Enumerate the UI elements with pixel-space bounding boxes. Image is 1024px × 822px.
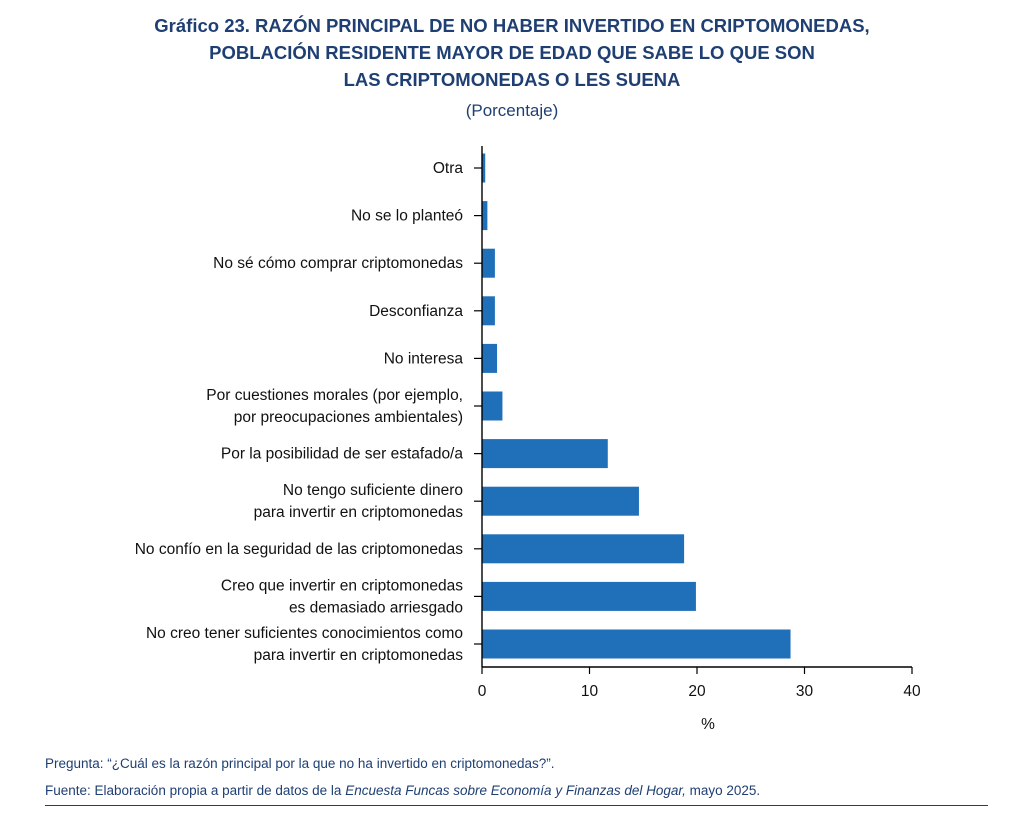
category-label: por preocupaciones ambientales) bbox=[234, 409, 463, 426]
category-label: No se lo planteó bbox=[351, 208, 463, 225]
category-label: Otra bbox=[433, 160, 464, 177]
bar bbox=[482, 581, 696, 611]
category-label: No interesa bbox=[384, 350, 464, 367]
footnote-source-italic: Encuesta Funcas sobre Economía y Finanza… bbox=[345, 783, 686, 798]
bar bbox=[482, 343, 498, 373]
category-label: Por la posibilidad de ser estafado/a bbox=[221, 446, 464, 463]
bars-layer bbox=[482, 153, 791, 659]
x-axis-unit-label: % bbox=[701, 716, 715, 733]
bar bbox=[482, 391, 503, 421]
footnote-source: Fuente: Elaboración propia a partir de d… bbox=[45, 783, 760, 798]
footnote-question: Pregunta: “¿Cuál es la razón principal p… bbox=[45, 756, 555, 771]
bar bbox=[482, 153, 486, 183]
chart-title: Gráfico 23. RAZÓN PRINCIPAL DE NO HABER … bbox=[0, 12, 1024, 93]
bar bbox=[482, 439, 608, 469]
category-label: No sé cómo comprar criptomonedas bbox=[213, 255, 463, 272]
chart-subtitle: (Porcentaje) bbox=[465, 101, 559, 120]
bar bbox=[482, 201, 488, 231]
footnote-source-prefix: Fuente: Elaboración propia a partir de d… bbox=[45, 783, 346, 798]
footnote-source-suffix: mayo 2025. bbox=[685, 783, 761, 798]
bar bbox=[482, 296, 495, 326]
bar bbox=[482, 248, 495, 278]
chart-title-line: POBLACIÓN RESIDENTE MAYOR DE EDAD QUE SA… bbox=[209, 42, 815, 63]
category-labels-layer: Otra No se lo planteó No sé cómo comprar c… bbox=[135, 160, 464, 664]
category-label: Desconfianza bbox=[369, 303, 463, 320]
bar bbox=[482, 629, 791, 659]
x-tick-label: 20 bbox=[688, 683, 706, 700]
bottom-divider bbox=[45, 805, 988, 806]
category-label: No creo tener suficientes conocimientos … bbox=[146, 625, 463, 642]
category-label: No tengo suficiente dinero bbox=[283, 482, 463, 499]
category-label: para invertir en criptomonedas bbox=[254, 504, 464, 521]
x-tick-label: 10 bbox=[581, 683, 599, 700]
category-label: Creo que invertir en criptomonedas bbox=[221, 577, 463, 594]
category-label: Por cuestiones morales (por ejemplo, bbox=[206, 387, 463, 404]
bar bbox=[482, 534, 685, 564]
axes-layer: 0 10 20 30 40 bbox=[474, 146, 921, 700]
category-label: para invertir en criptomonedas bbox=[254, 647, 464, 664]
x-tick-label: 0 bbox=[478, 683, 487, 700]
x-tick-label: 30 bbox=[796, 683, 814, 700]
category-label: es demasiado arriesgado bbox=[289, 599, 463, 616]
x-tick-label: 40 bbox=[903, 683, 921, 700]
chart-title-line: LAS CRIPTOMONEDAS O LES SUENA bbox=[343, 69, 681, 90]
chart-title-line: Gráfico 23. RAZÓN PRINCIPAL DE NO HABER … bbox=[154, 15, 870, 36]
bar bbox=[482, 486, 639, 516]
category-label: No confío en la seguridad de las criptom… bbox=[135, 541, 464, 558]
